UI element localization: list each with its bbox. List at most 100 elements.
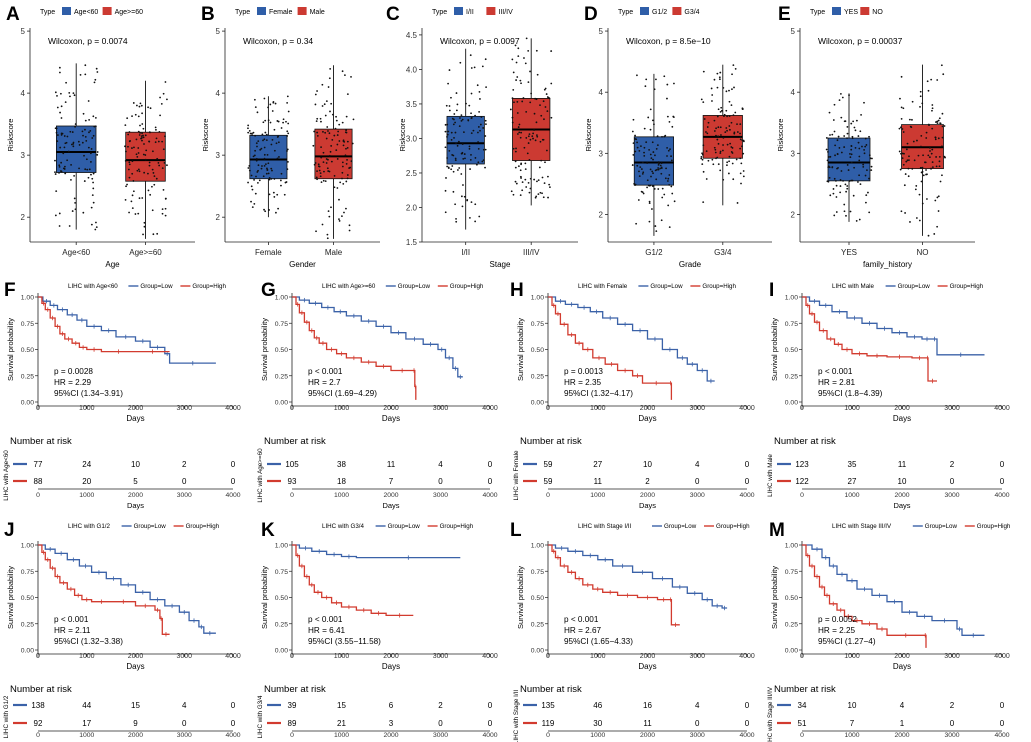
jitter-point: [715, 157, 717, 160]
km-hazard-ratio: HR = 2.29: [54, 378, 92, 387]
jitter-point: [524, 162, 527, 165]
risk-count-high: 30: [593, 719, 602, 728]
box-high: [898, 64, 946, 237]
jitter-point: [153, 175, 156, 177]
boxplot-panel-c: C Type I/II III/IV1.52.02.53.03.54.04.5Risk…: [386, 4, 578, 269]
panel-letter: L: [510, 520, 522, 541]
jitter-point: [69, 95, 71, 98]
jitter-point: [348, 224, 351, 227]
jitter-point: [84, 128, 86, 131]
jitter-point: [345, 207, 347, 210]
jitter-point: [266, 167, 268, 170]
jitter-point: [512, 147, 515, 150]
jitter-points: [54, 64, 99, 231]
jitter-point: [666, 155, 668, 157]
jitter-point: [535, 98, 538, 101]
y-tick-label: 4.5: [406, 31, 418, 40]
legend-label-high: Group=High: [977, 523, 1011, 530]
risk-count-high: 0: [1000, 719, 1005, 728]
jitter-point: [484, 58, 487, 61]
jitter-point: [939, 122, 942, 125]
risk-x-tick-label: 3000: [944, 492, 959, 499]
jitter-point: [550, 82, 553, 85]
jitter-point: [477, 147, 480, 150]
jitter-point: [656, 135, 659, 138]
jitter-point: [913, 159, 916, 162]
jitter-point: [857, 135, 860, 137]
jitter-point: [702, 201, 705, 204]
jitter-point: [925, 131, 928, 134]
jitter-point: [133, 146, 135, 149]
jitter-point: [68, 225, 71, 227]
jitter-point: [835, 211, 838, 213]
jitter-point: [739, 138, 742, 141]
risk-count-high: 0: [745, 719, 750, 728]
jitter-point: [455, 92, 458, 94]
risk-count-high: 51: [798, 719, 807, 728]
jitter-point: [850, 122, 853, 125]
jitter-point: [314, 93, 317, 96]
panel-letter: A: [6, 4, 20, 25]
jitter-point: [541, 138, 544, 141]
jitter-point: [725, 127, 728, 129]
jitter-point: [918, 193, 921, 196]
risk-x-tick-label: 1000: [79, 732, 94, 739]
jitter-point: [931, 107, 934, 110]
jitter-point: [155, 177, 158, 180]
legend-label-high: Group=High: [440, 523, 474, 530]
y-tick-label: 2.5: [406, 169, 418, 178]
y-tick-label: 0.00: [275, 648, 288, 655]
jitter-point: [250, 185, 253, 188]
jitter-point: [650, 175, 652, 178]
jitter-point: [95, 67, 98, 70]
y-tick-label: 1.5: [406, 238, 418, 247]
legend-label-low: Female: [269, 9, 292, 16]
jitter-point: [666, 83, 669, 86]
y-tick-label: 0.00: [21, 400, 34, 407]
jitter-point: [456, 144, 459, 147]
jitter-point: [661, 196, 664, 199]
jitter-point: [445, 104, 448, 107]
jitter-point: [909, 221, 911, 223]
jitter-point: [736, 202, 739, 204]
jitter-point: [905, 148, 908, 151]
jitter-point: [66, 159, 69, 162]
km-p-value: p = 0.0052: [818, 615, 857, 624]
y-tick-label: 1.00: [21, 295, 34, 302]
jitter-point: [128, 176, 131, 179]
risk-count-high: 17: [82, 719, 91, 728]
jitter-point: [835, 184, 838, 187]
jitter-point: [535, 195, 538, 198]
jitter-point: [473, 66, 476, 69]
jitter-point: [742, 170, 745, 172]
jitter-point: [96, 153, 99, 156]
jitter-point: [673, 82, 675, 85]
jitter-point: [728, 125, 731, 127]
jitter-point: [267, 119, 270, 122]
x-tick-label: 4000: [994, 653, 1010, 660]
jitter-point: [512, 71, 515, 74]
jitter-point: [275, 142, 278, 145]
jitter-point: [255, 159, 258, 162]
risk-count-high: 11: [594, 477, 603, 486]
jitter-point: [335, 119, 338, 122]
jitter-point: [84, 119, 87, 122]
jitter-point: [468, 104, 471, 107]
jitter-point: [460, 195, 463, 198]
jitter-point: [827, 180, 830, 183]
jitter-point: [282, 121, 284, 124]
jitter-point: [131, 160, 134, 163]
jitter-point: [58, 171, 60, 174]
risk-x-tick-label: 4000: [739, 492, 754, 499]
y-tick-label: 0.50: [785, 347, 798, 354]
jitter-point: [733, 132, 736, 135]
km-title: LIHC with Female: [578, 283, 628, 290]
jitter-point: [69, 130, 72, 133]
risk-x-axis-label: Days: [893, 501, 910, 510]
jitter-point: [520, 177, 522, 179]
jitter-point: [271, 110, 274, 112]
jitter-point: [312, 144, 315, 147]
jitter-point: [320, 156, 323, 159]
jitter-point: [905, 160, 908, 163]
jitter-point: [257, 140, 260, 143]
